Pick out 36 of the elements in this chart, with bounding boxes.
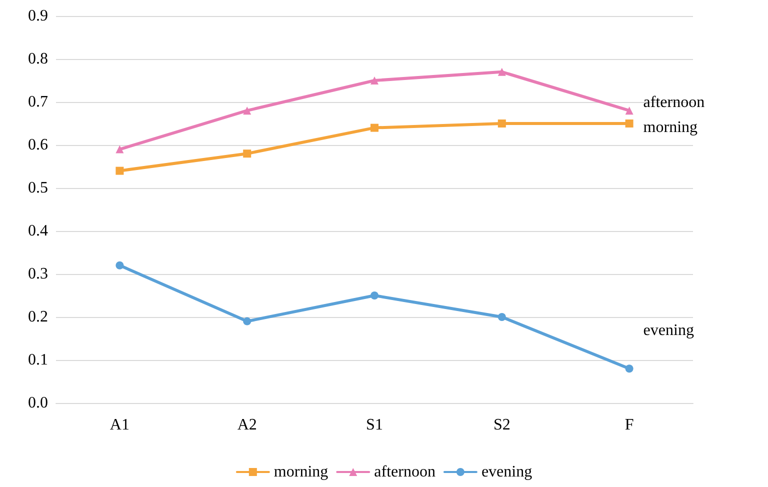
x-tick-label: F <box>624 416 634 434</box>
point <box>498 313 506 321</box>
point <box>116 261 124 270</box>
y-tick-label: 0.8 <box>28 50 48 68</box>
y-tick-label: 0.7 <box>28 94 48 110</box>
text: afternoon <box>643 94 705 112</box>
point <box>370 76 378 84</box>
y-tick-label: 0.6 <box>28 136 48 154</box>
point <box>370 124 378 132</box>
x-tick-label: A2 <box>237 416 257 434</box>
y-tick-label: 0.4 <box>28 222 48 240</box>
point <box>116 166 124 175</box>
y-tick-label: 0.3 <box>28 266 48 282</box>
legend-label: morning <box>274 464 328 480</box>
y-tick-label: 0.9 <box>28 8 48 24</box>
point <box>625 364 634 373</box>
point <box>498 68 506 76</box>
y-tick-label: 0.5 <box>28 180 48 196</box>
point <box>243 150 252 158</box>
x-tick-label: A1 <box>110 416 130 434</box>
point <box>243 106 252 115</box>
y-tick-label: 0.2 <box>28 308 48 326</box>
point <box>625 106 634 115</box>
point <box>370 292 378 300</box>
text: evening <box>643 322 694 340</box>
legend-label: evening <box>481 464 532 480</box>
point <box>498 120 506 128</box>
x-tick-label: S2 <box>493 416 510 434</box>
text: morning <box>643 119 698 136</box>
y-tick-label: 0.1 <box>28 352 48 368</box>
y-tick-label: 0.0 <box>28 394 48 412</box>
point <box>243 317 252 326</box>
point <box>625 120 634 128</box>
x-tick-label: S1 <box>366 416 383 434</box>
legend-label: afternoon <box>374 464 436 480</box>
point <box>116 145 124 154</box>
